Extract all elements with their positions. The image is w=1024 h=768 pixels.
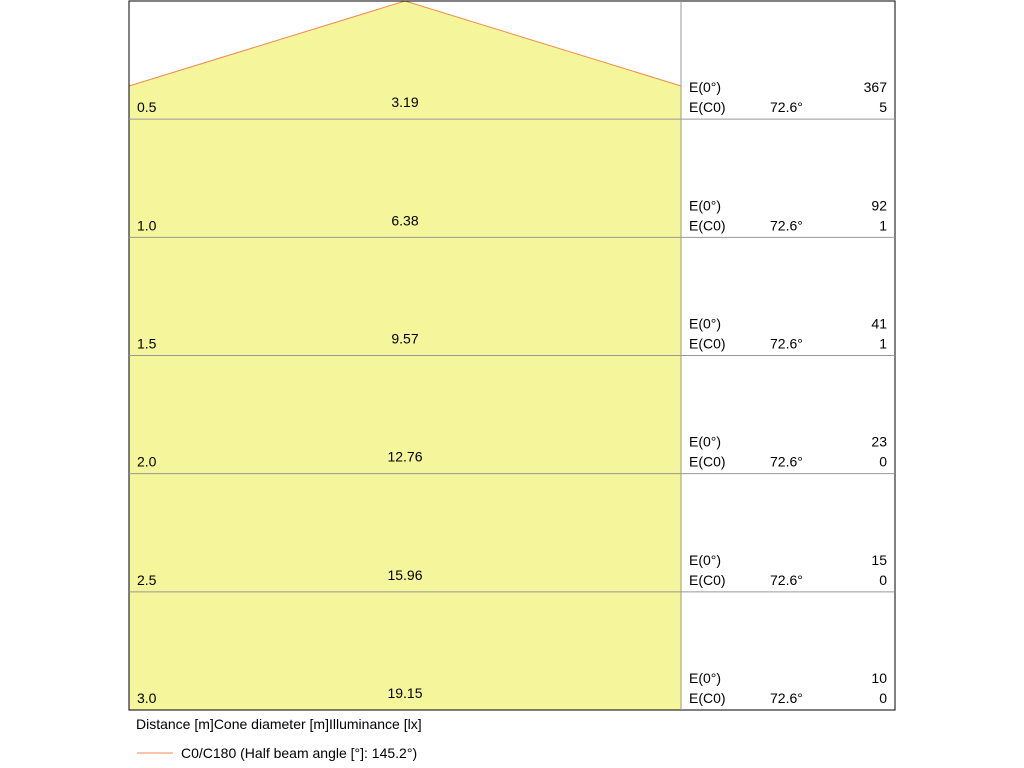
ec0-value: 0 [879, 454, 887, 470]
ec0-label: E(C0) [689, 572, 726, 588]
distance: 0.5 [137, 99, 157, 115]
diameter: 6.38 [391, 212, 418, 228]
ec0-label: E(C0) [689, 336, 726, 352]
diameter: 15.96 [387, 567, 422, 583]
angle: 72.6° [770, 572, 803, 588]
ec0-label: E(C0) [689, 690, 726, 706]
diameter: 9.57 [391, 331, 418, 347]
e0-label: E(0°) [689, 670, 721, 686]
ec0-label: E(C0) [689, 99, 726, 115]
angle: 72.6° [770, 690, 803, 706]
ec0-value: 0 [879, 690, 887, 706]
angle: 72.6° [770, 336, 803, 352]
e0-label: E(0°) [689, 316, 721, 332]
header: Distance [m]Cone diameter [m]Illuminance… [136, 716, 422, 732]
e0-value: 15 [871, 552, 887, 568]
diameter: 12.76 [387, 449, 422, 465]
legend-label: C0/C180 (Half beam angle [°]: 145.2°) [181, 745, 417, 761]
distance: 1.0 [137, 217, 157, 233]
e0-value: 41 [871, 316, 887, 332]
header-illuminance: Illuminance [lx] [329, 716, 422, 732]
ec0-value: 5 [879, 99, 887, 115]
e0-value: 92 [871, 197, 887, 213]
angle: 72.6° [770, 454, 803, 470]
diameter: 19.15 [387, 685, 422, 701]
distance: 1.5 [137, 336, 157, 352]
distance: 2.5 [137, 572, 157, 588]
e0-value: 23 [871, 434, 887, 450]
angle: 72.6° [770, 99, 803, 115]
distance: 3.0 [137, 690, 157, 706]
angle: 72.6° [770, 217, 803, 233]
e0-label: E(0°) [689, 197, 721, 213]
e0-label: E(0°) [689, 434, 721, 450]
ec0-label: E(C0) [689, 454, 726, 470]
e0-value: 367 [864, 79, 888, 95]
e0-label: E(0°) [689, 79, 721, 95]
header-distance: Distance [m] [136, 716, 214, 732]
diameter: 3.19 [391, 94, 418, 110]
header-diameter: Cone diameter [m] [214, 716, 329, 732]
ec0-value: 1 [879, 217, 887, 233]
ec0-label: E(C0) [689, 217, 726, 233]
ec0-value: 0 [879, 572, 887, 588]
e0-label: E(0°) [689, 552, 721, 568]
ec0-value: 1 [879, 336, 887, 352]
e0-value: 10 [871, 670, 887, 686]
distance: 2.0 [137, 454, 157, 470]
